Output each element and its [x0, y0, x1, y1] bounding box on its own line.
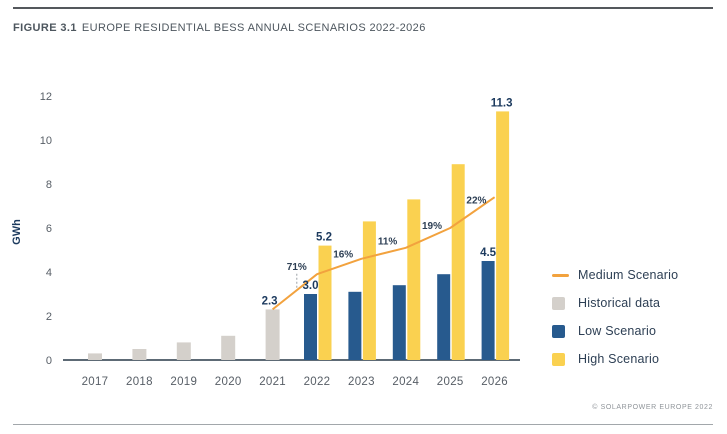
bar-historical-2019 — [176, 342, 191, 360]
bar-historical-2017 — [88, 353, 102, 360]
medium-scenario-line-swatch-icon — [552, 273, 569, 277]
legend-item-historical-data: Historical data — [552, 294, 678, 312]
x-axis-year-label: 2021 — [259, 376, 286, 388]
y-axis-tick-label: 6 — [46, 223, 52, 235]
growth-label: 19% — [422, 221, 442, 232]
figure-label: FIGURE 3.1 — [13, 22, 77, 34]
y-axis-tick-label: 8 — [46, 179, 52, 191]
y-axis-tick-label: 2 — [46, 311, 52, 323]
bar-value-label: 4.5 — [480, 247, 497, 259]
historical-data-swatch-icon — [552, 296, 565, 310]
x-axis-year-label: 2022 — [304, 376, 331, 388]
bar-low-scenario-2022 — [304, 294, 317, 360]
bar-high-scenario-2023 — [362, 221, 376, 360]
y-axis-tick-label: 0 — [46, 355, 52, 367]
growth-label: 71% — [287, 262, 307, 273]
bar-value-label: 3.0 — [303, 280, 319, 292]
top-divider — [13, 7, 713, 9]
legend-item-low-scenario: Low Scenario — [552, 322, 678, 340]
x-axis-year-label: 2020 — [215, 376, 242, 388]
legend-item-label: Medium Scenario — [578, 268, 679, 282]
y-axis-tick-label: 10 — [40, 135, 52, 147]
legend-item-medium-scenario: Medium Scenario — [552, 266, 678, 284]
y-axis-title: GWh — [11, 219, 23, 245]
medium-scenario-line — [271, 196, 496, 311]
low-scenario-swatch-icon — [552, 324, 565, 338]
legend-item-high-scenario: High Scenario — [552, 350, 678, 368]
x-axis-year-label: 2024 — [392, 376, 419, 388]
x-axis-year-label: 2023 — [348, 376, 375, 388]
bar-value-label: 11.3 — [491, 97, 513, 109]
bar-historical-2020 — [221, 335, 236, 360]
bar-low-scenario-2025 — [437, 274, 451, 360]
figure-title: FIGURE 3.1 EUROPE RESIDENTIAL BESS ANNUAL… — [13, 22, 426, 34]
chart-legend: Medium Scenario Historical data Low Scen… — [552, 266, 678, 378]
bar-historical-2018 — [132, 349, 147, 360]
high-scenario-swatch-icon — [552, 352, 565, 366]
bar-high-scenario-2022 — [318, 245, 332, 360]
copyright-credit: © SOLARPOWER EUROPE 2022 — [592, 404, 713, 411]
bar-value-label: 2.3 — [262, 295, 278, 307]
growth-label: 16% — [333, 250, 353, 261]
legend-item-label: High Scenario — [578, 352, 660, 366]
x-axis-year-label: 2019 — [170, 376, 197, 388]
bar-high-scenario-2025 — [451, 164, 465, 360]
bottom-divider — [13, 424, 713, 425]
bar-low-scenario-2026 — [481, 261, 495, 360]
figure-title-text: EUROPE RESIDENTIAL BESS ANNUAL SCENARIOS… — [81, 22, 426, 34]
bar-low-scenario-2024 — [392, 285, 406, 360]
growth-label: 22% — [466, 196, 486, 207]
bar-historical-2021 — [265, 309, 280, 360]
legend-item-label: Historical data — [578, 296, 661, 310]
bar-high-scenario-2026 — [496, 111, 510, 361]
bar-value-label: 5.2 — [316, 232, 332, 244]
x-axis-year-label: 2018 — [126, 376, 153, 388]
y-axis-tick-label: 12 — [40, 91, 52, 103]
legend-item-label: Low Scenario — [578, 324, 657, 338]
x-axis-year-label: 2025 — [437, 376, 464, 388]
growth-label: 11% — [378, 236, 398, 247]
x-axis-year-label: 2026 — [481, 376, 508, 388]
x-axis-year-label: 2017 — [82, 376, 109, 388]
bar-high-scenario-2024 — [407, 199, 421, 360]
bar-low-scenario-2023 — [348, 291, 362, 360]
bess-annual-scenarios-chart: 0 2 4 6 8 10 12 GWh 2017 2018 2019 2020 2021 2022 2023… — [11, 91, 520, 388]
y-axis-tick-label: 4 — [46, 267, 52, 279]
